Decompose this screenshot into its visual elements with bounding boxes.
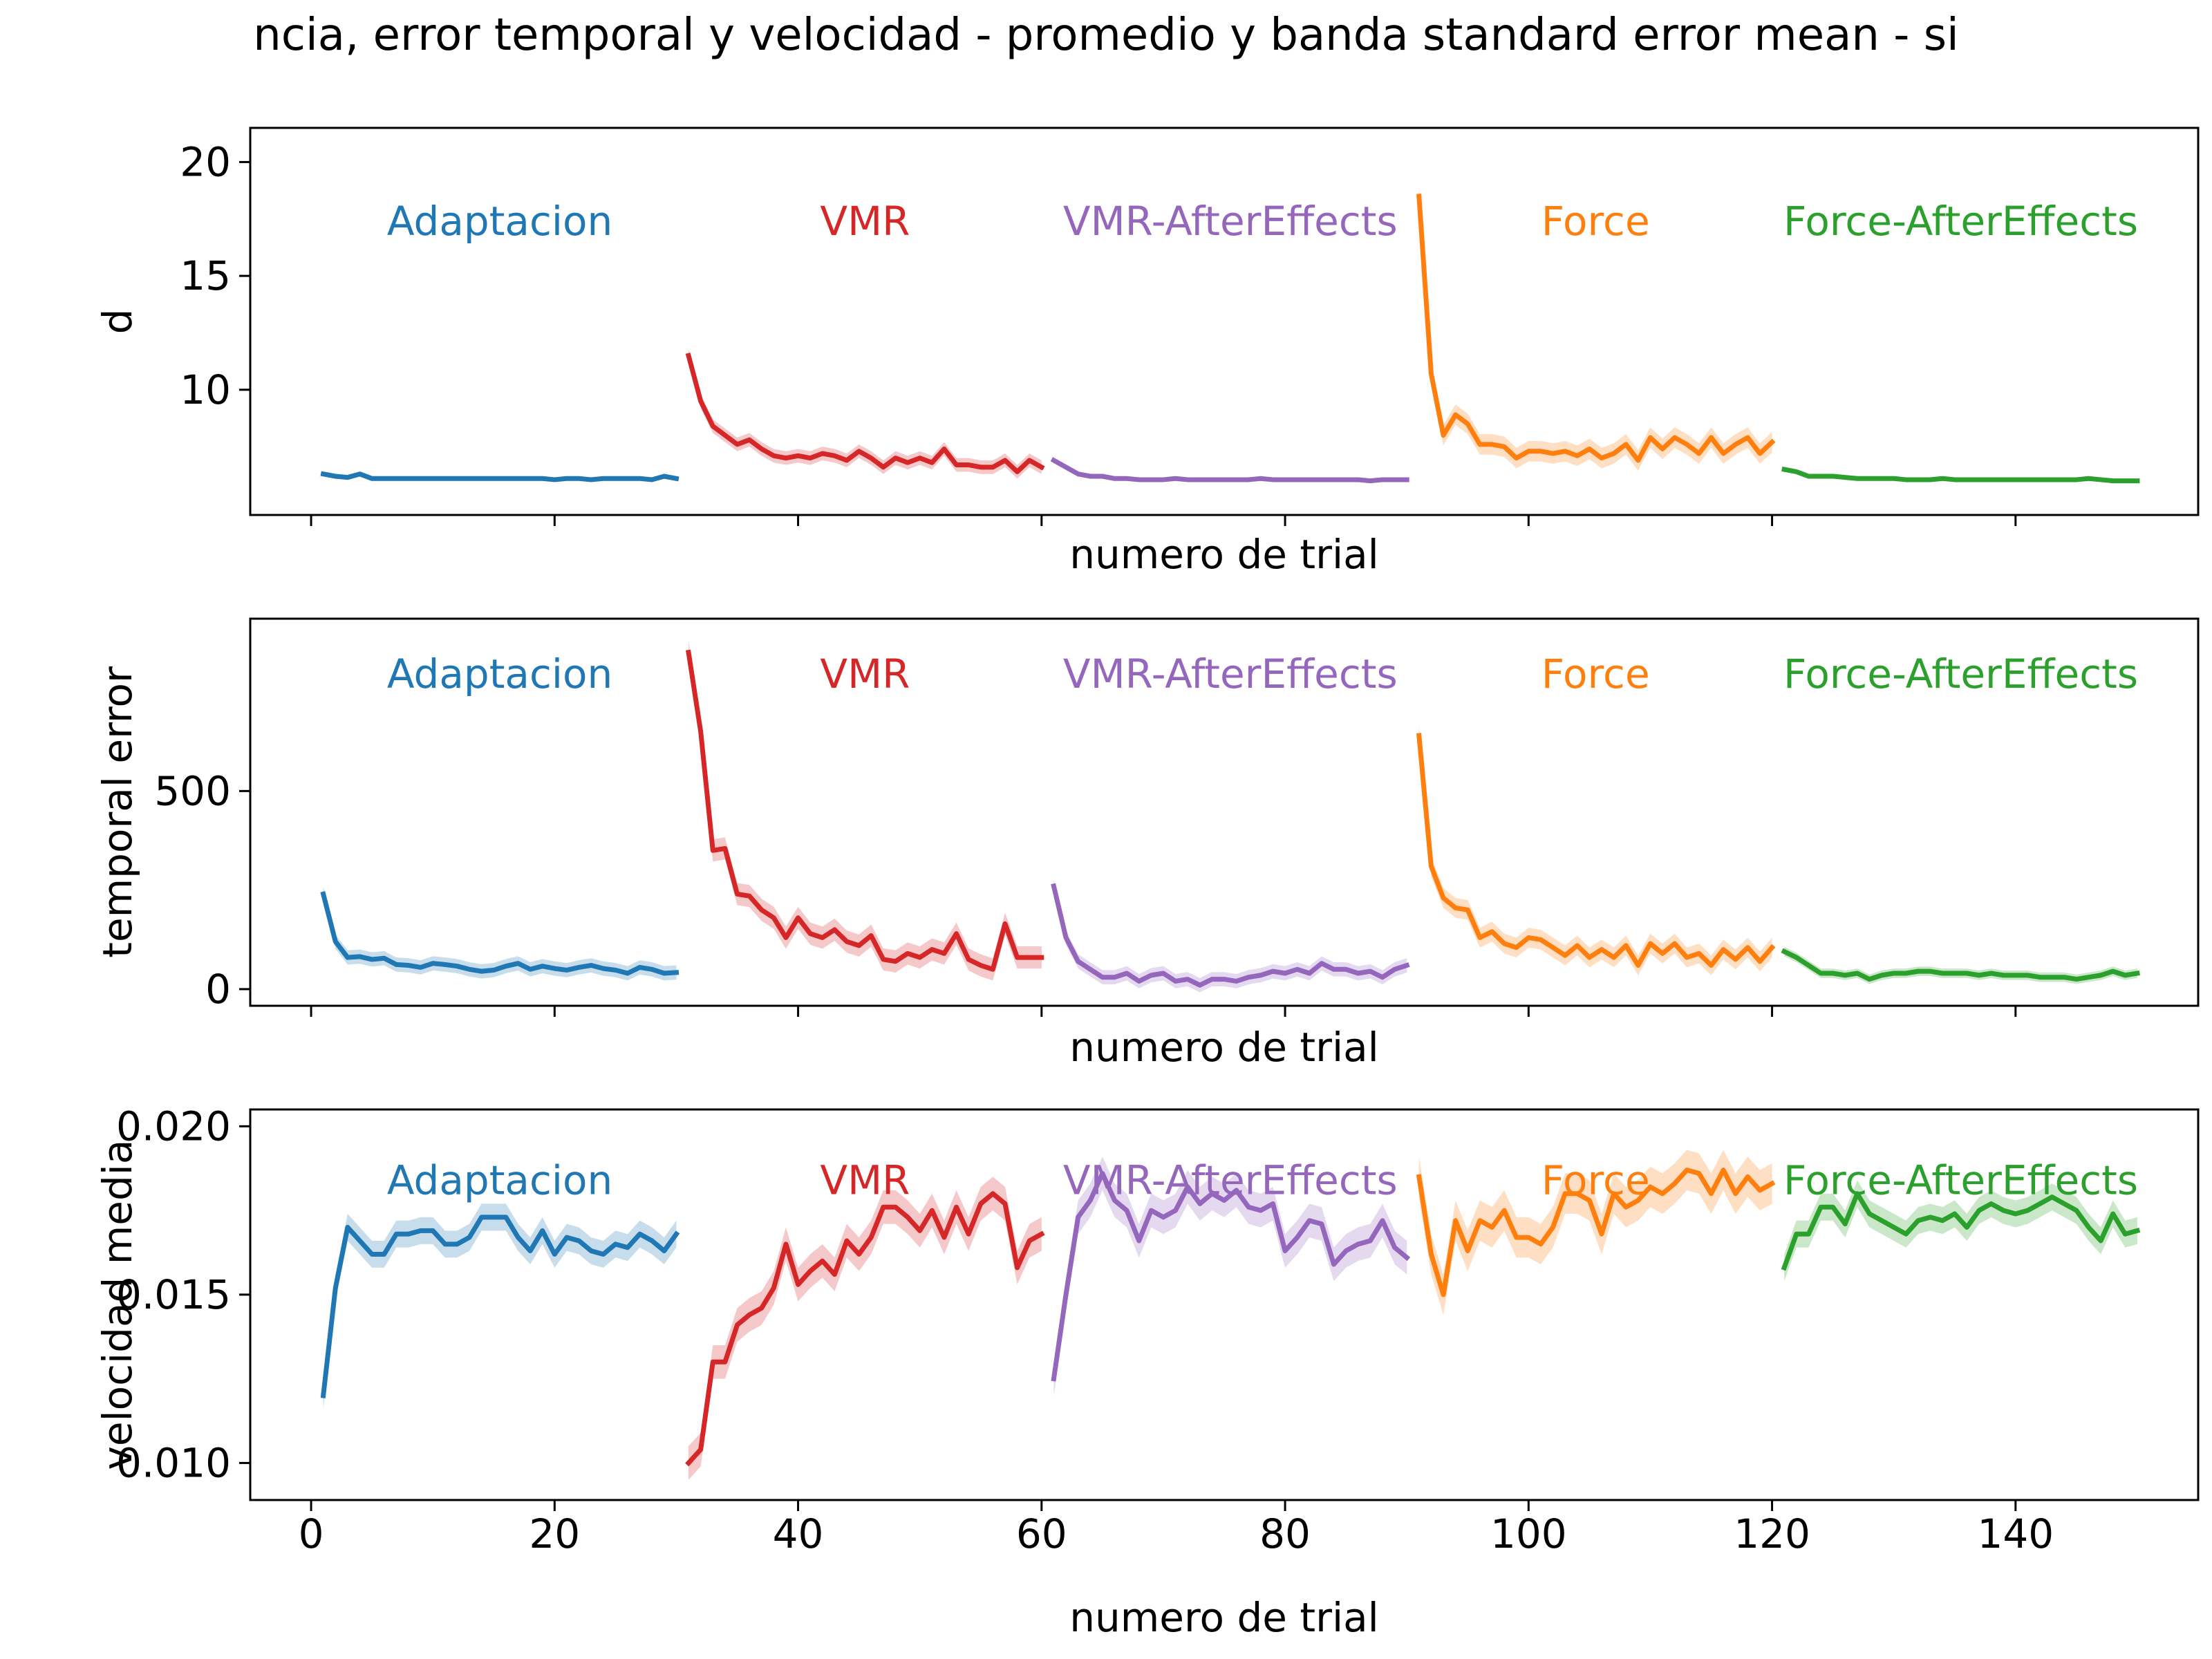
phase-label: VMR-AfterEffects — [1063, 1156, 1398, 1203]
y-axis-label: temporal error — [94, 666, 141, 958]
error-band-adaptacion — [323, 887, 677, 981]
subplot-1: Adaptacion VMR VMR-AfterEffects Force Force-… — [94, 126, 2200, 578]
series-line-vmr-aftereffects — [1051, 1171, 1411, 1382]
plot-frame — [249, 1108, 2200, 1501]
series-line-force-aftereffects — [1781, 467, 2140, 484]
series-line-force — [1416, 1168, 1776, 1297]
series-line-force-aftereffects — [1781, 948, 2140, 982]
series-line-adaptacion — [320, 1215, 680, 1398]
error-band-force — [1418, 1150, 1772, 1315]
y-tick-label: 500 — [154, 767, 231, 814]
figure-title: ncia, error temporal y velocidad - prome… — [253, 10, 1959, 61]
x-tick-label: 140 — [1977, 1510, 2054, 1557]
y-tick-label: 0.020 — [116, 1103, 231, 1150]
series-line-vmr-aftereffects — [1051, 883, 1410, 988]
y-tick-label: 15 — [180, 252, 231, 299]
error-band-adaptacion — [323, 1203, 677, 1409]
phase-label: VMR-AfterEffects — [1063, 198, 1398, 245]
subplots: Adaptacion VMR VMR-AfterEffects Force Force-… — [94, 126, 2200, 1641]
x-tick-label: 0 — [299, 1510, 324, 1557]
series-line-vmr — [685, 353, 1045, 474]
phase-label: Force — [1541, 650, 1650, 697]
x-axis-label: numero de trial — [1069, 531, 1379, 578]
phase-label: Adaptacion — [387, 1156, 612, 1203]
error-band-force-aftereffects — [1784, 946, 2137, 984]
series-line-vmr — [685, 1191, 1045, 1467]
x-tick-label: 20 — [529, 1510, 580, 1557]
error-band-force — [1418, 725, 1772, 975]
phase-label: VMR — [820, 198, 910, 245]
phase-label: Force-AfterEffects — [1783, 1156, 2138, 1203]
plot-frame — [249, 617, 2200, 1007]
series-line-force — [1416, 194, 1776, 463]
series-line-vmr-aftereffects — [1050, 457, 1409, 484]
phase-label: Force-AfterEffects — [1783, 650, 2138, 697]
phase-label: Adaptacion — [387, 650, 612, 697]
y-tick-label: 0.010 — [116, 1439, 231, 1486]
phase-label: VMR — [820, 650, 910, 697]
phase-label: VMR-AfterEffects — [1063, 650, 1398, 697]
error-band-force-aftereffects — [1784, 1180, 2137, 1282]
subplot-2: Adaptacion VMR VMR-AfterEffects Force Force-… — [94, 617, 2200, 1071]
plot-frame — [249, 126, 2200, 516]
x-tick-label: 120 — [1734, 1510, 1810, 1557]
error-band-vmr-aftereffects — [1053, 1156, 1407, 1396]
phase-label: Force — [1541, 1156, 1650, 1203]
x-tick-label: 40 — [773, 1510, 824, 1557]
x-tick-label: 100 — [1490, 1510, 1567, 1557]
y-tick-label: 20 — [180, 138, 231, 185]
series-line-force — [1416, 733, 1776, 968]
x-tick-label: 60 — [1016, 1510, 1067, 1557]
y-tick-label: 0 — [205, 966, 231, 1013]
y-axis-label: velocidad media — [94, 1140, 141, 1470]
series-line-vmr — [686, 649, 1044, 972]
phase-label: VMR — [820, 1156, 910, 1203]
subplot-3: Adaptacion VMR VMR-AfterEffects Force Force-… — [94, 1103, 2200, 1641]
series-line-force-aftereffects — [1781, 1191, 2141, 1271]
y-tick-label: 10 — [180, 366, 231, 413]
series-line-adaptacion — [320, 471, 679, 482]
phase-label: Adaptacion — [387, 198, 612, 245]
phase-label: Force-AfterEffects — [1783, 198, 2138, 245]
x-tick-label: 80 — [1259, 1510, 1311, 1557]
phase-label: Force — [1541, 198, 1650, 245]
series-line-adaptacion — [320, 891, 679, 976]
x-axis-label: numero de trial — [1069, 1024, 1379, 1071]
y-axis-label: d — [94, 309, 141, 335]
x-axis-label: numero de trial — [1069, 1594, 1379, 1641]
y-tick-label: 0.015 — [116, 1271, 231, 1318]
